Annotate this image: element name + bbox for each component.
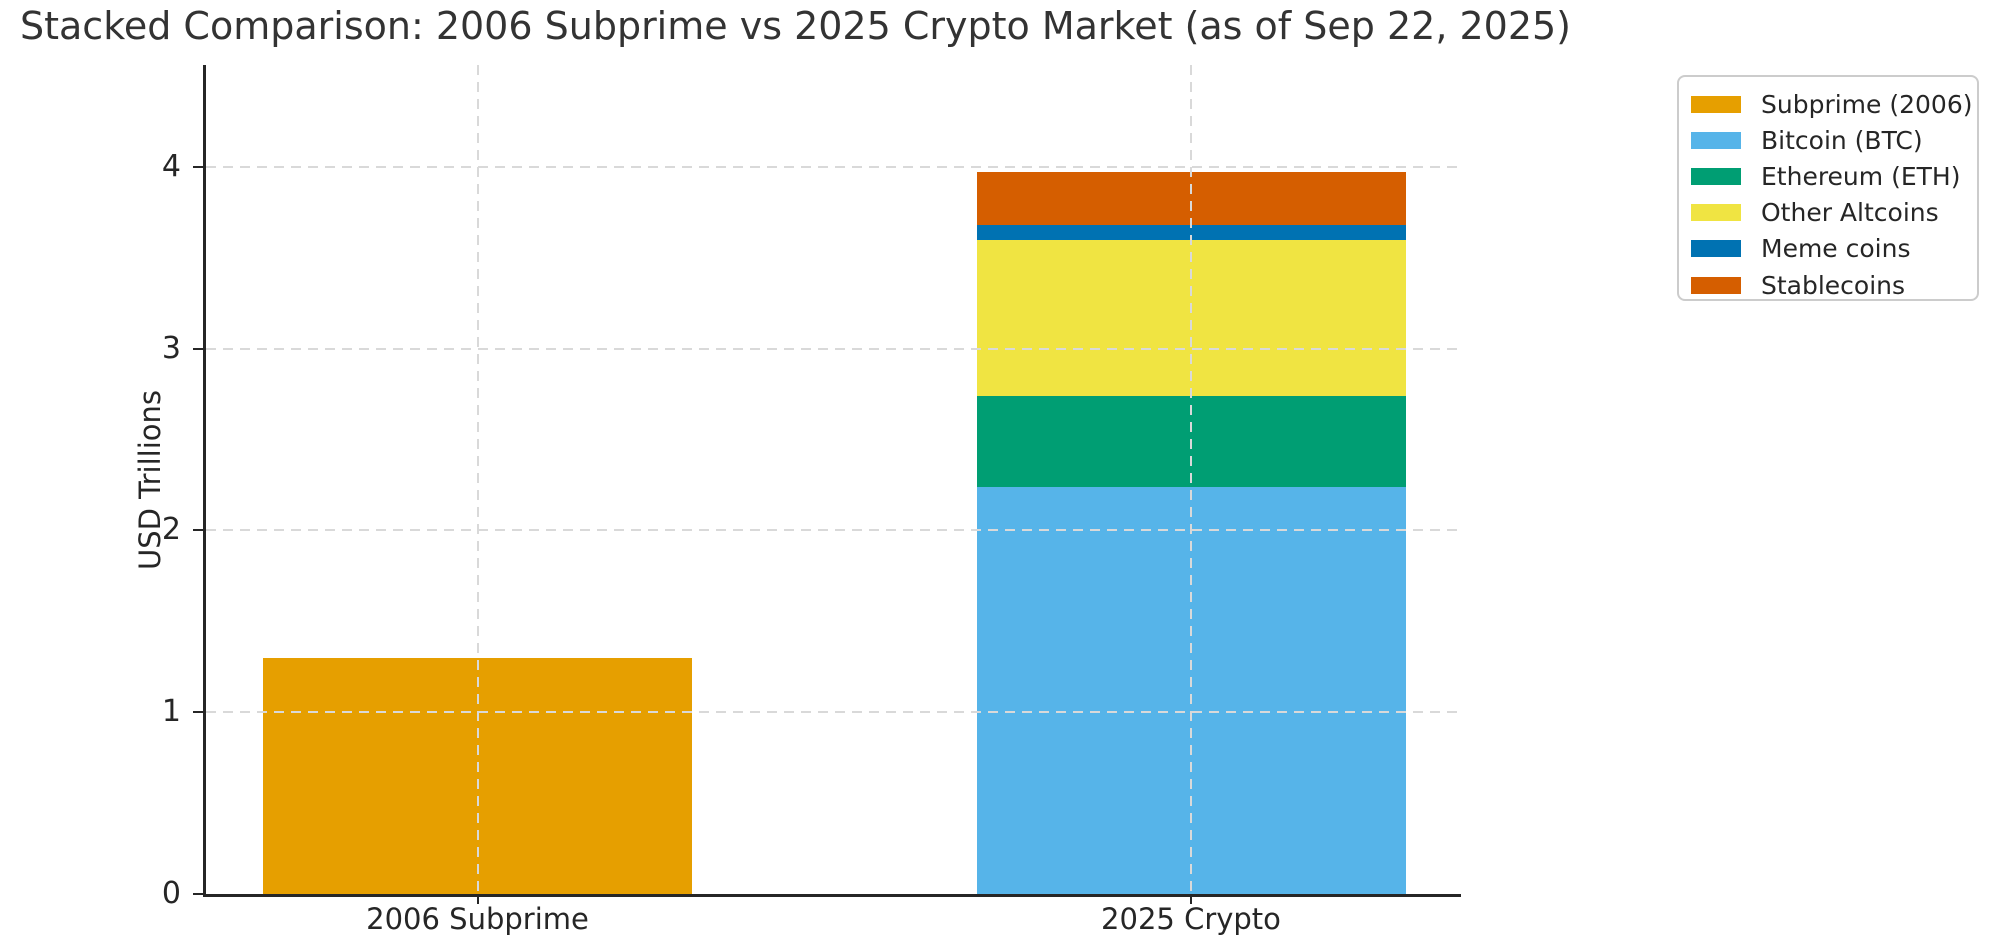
y-tick-label-0: 0: [161, 876, 181, 911]
y-tick-label-3: 3: [161, 330, 181, 366]
y-tick-label-1: 1: [161, 694, 181, 730]
legend-swatch: [1691, 95, 1741, 113]
legend-item: Other Altcoins: [1691, 195, 1965, 231]
legend-item: Subprime (2006): [1691, 86, 1973, 122]
y-tick-mark-3: [193, 347, 203, 350]
gridline-x-0: [476, 65, 479, 894]
x-tick-label-1: 2025 Crypto: [1101, 902, 1281, 936]
legend-label: Stablecoins: [1761, 270, 1906, 300]
legend-swatch: [1691, 131, 1741, 149]
legend-label: Bitcoin (BTC): [1761, 125, 1923, 155]
x-axis-spine: [203, 894, 1461, 897]
y-axis-spine: [203, 65, 206, 897]
legend-item: Ethereum (ETH): [1691, 158, 1965, 194]
gridline-y-2: [206, 529, 1461, 532]
gridline-y-3: [206, 347, 1461, 350]
legend-item: Bitcoin (BTC): [1691, 122, 1965, 158]
legend-swatch: [1691, 240, 1741, 258]
x-tick-label-0: 2006 Subprime: [366, 902, 589, 936]
legend-label: Subprime (2006): [1761, 89, 1973, 119]
y-tick-mark-1: [193, 711, 203, 714]
gridline-y-4: [206, 165, 1461, 168]
legend-swatch: [1691, 167, 1741, 185]
gridline-y-1: [206, 711, 1461, 714]
legend-label: Ethereum (ETH): [1761, 161, 1961, 191]
y-tick-mark-4: [193, 165, 203, 168]
legend-box: Subprime (2006) Bitcoin (BTC) Ethereum (ET…: [1677, 75, 1979, 301]
legend-swatch: [1691, 276, 1741, 294]
legend-item: Stablecoins: [1691, 267, 1965, 303]
y-tick-mark-2: [193, 529, 203, 532]
legend-label: Meme coins: [1761, 234, 1911, 264]
x-tick-mark-0: [476, 894, 479, 904]
y-tick-label-4: 4: [161, 148, 181, 184]
gridline-x-1: [1190, 65, 1192, 894]
y-tick-label-2: 2: [161, 512, 181, 548]
chart-title: Stacked Comparison: 2006 Subprime vs 202…: [20, 4, 1572, 48]
legend-swatch: [1691, 204, 1741, 222]
x-tick-mark-1: [1190, 894, 1192, 904]
legend-item: Meme coins: [1691, 231, 1965, 267]
y-tick-mark-0: [193, 893, 203, 895]
plot-area: [203, 65, 1461, 897]
legend-label: Other Altcoins: [1761, 198, 1939, 228]
